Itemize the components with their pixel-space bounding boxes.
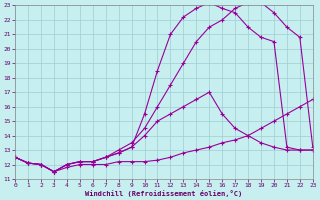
X-axis label: Windchill (Refroidissement éolien,°C): Windchill (Refroidissement éolien,°C) [85, 190, 243, 197]
